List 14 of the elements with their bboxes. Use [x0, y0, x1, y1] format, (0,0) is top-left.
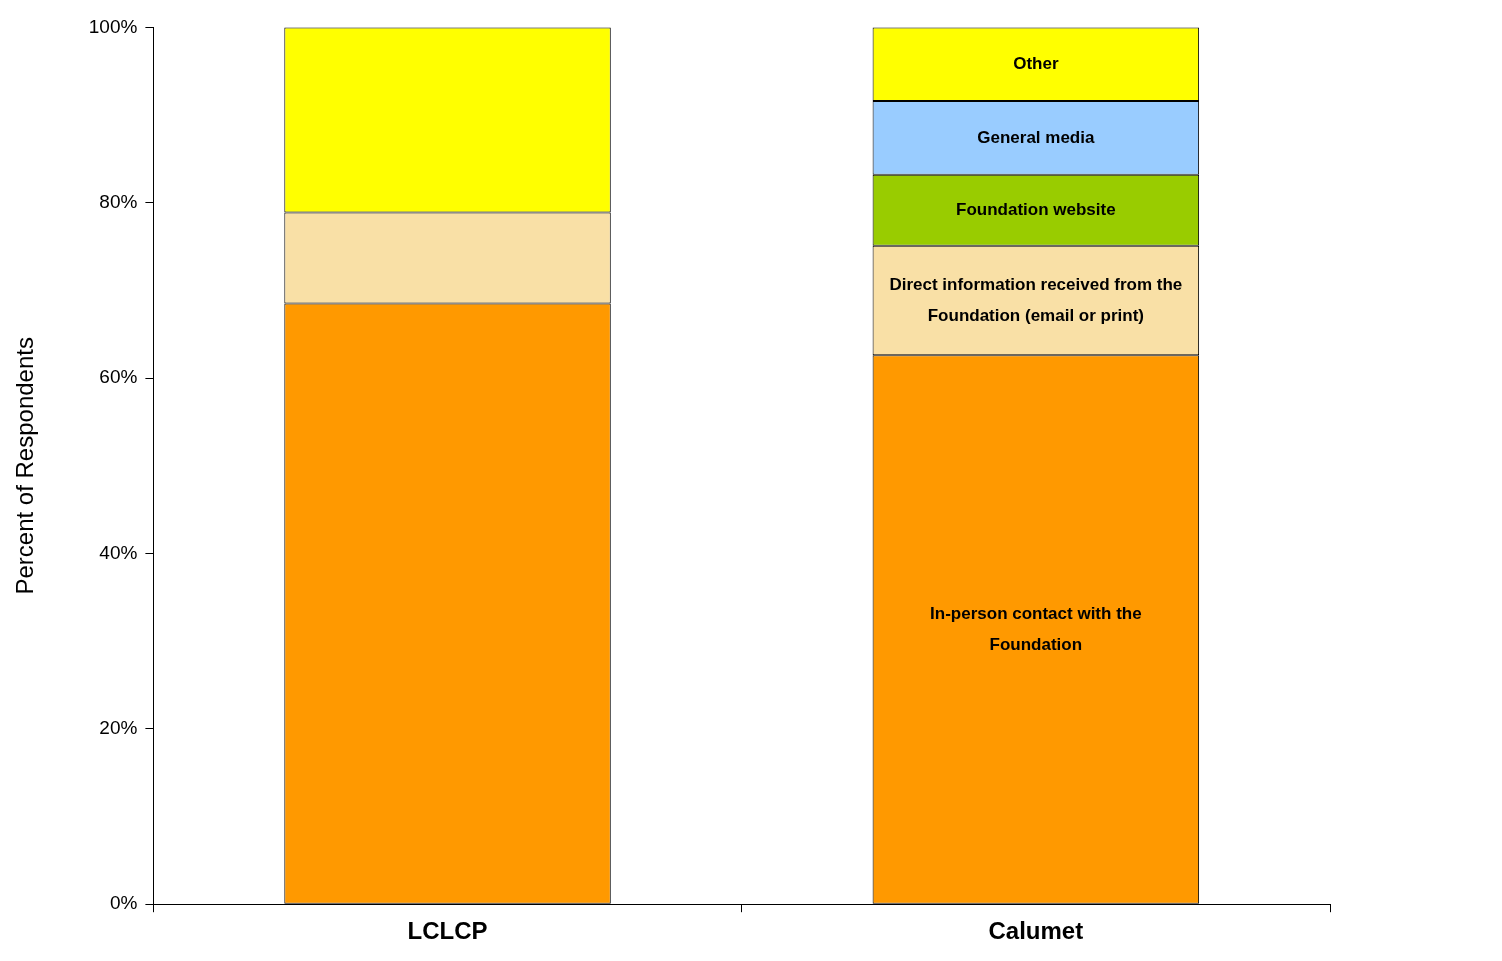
x-tick-label: LCLCP [407, 917, 488, 945]
series-label: In-person contact with the Foundation [930, 603, 1142, 654]
y-tick-label: 100% [88, 15, 138, 37]
series-label: Other [1013, 53, 1059, 73]
y-tick-label: 80% [99, 190, 138, 212]
y-tick-label: 0% [109, 892, 138, 914]
x-tick-label: Calumet [988, 917, 1084, 945]
y-tick-label: 20% [99, 717, 138, 739]
series-label: Direct information received from the Foundation (email or print) [889, 274, 1183, 325]
series-label: General media [977, 127, 1095, 147]
y-axis-title: Percent of Respondents [11, 337, 39, 595]
y-tick-label: 60% [99, 366, 138, 388]
y-tick-label: 40% [99, 541, 138, 563]
series-label: Foundation website [956, 199, 1116, 219]
